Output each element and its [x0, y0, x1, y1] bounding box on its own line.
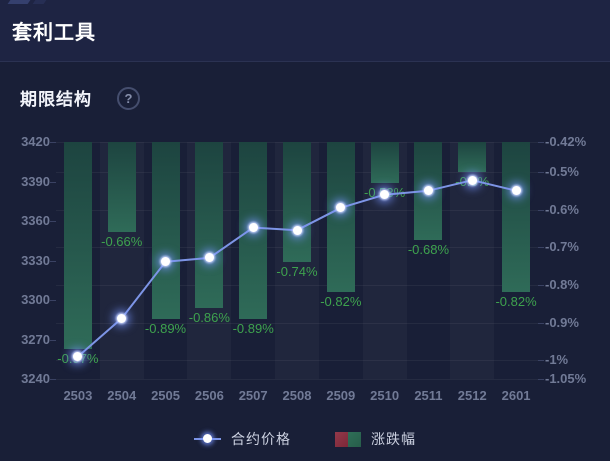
bar-2509[interactable] — [326, 142, 355, 293]
left-axis-tick-label: 3390 — [21, 173, 50, 189]
x-axis-label-2512: 2512 — [457, 388, 487, 403]
left-axis-tick — [50, 221, 56, 222]
legend-item-contract-price[interactable]: 合约价格 — [194, 429, 291, 449]
bar-value-label: -0.82% — [320, 294, 362, 310]
legend-label: 涨跌幅 — [371, 431, 416, 447]
right-axis-tick — [538, 285, 544, 286]
left-axis-tick-label: 3360 — [21, 213, 50, 228]
data-point-2512[interactable] — [467, 175, 477, 185]
data-point-2503[interactable] — [73, 352, 83, 362]
right-axis-tick — [538, 360, 544, 361]
x-axis-label-2601: 2601 — [501, 388, 531, 403]
left-axis-tick — [50, 379, 56, 380]
data-point-2504[interactable] — [117, 313, 127, 323]
right-axis-tick-label: -1% — [545, 352, 569, 368]
bar-value-label: -0.86% — [188, 309, 230, 325]
right-axis-tick-label: -0.5% — [545, 164, 579, 180]
left-axis-tick — [50, 261, 56, 262]
bar-series-marker-icon — [335, 431, 361, 447]
bar-2506[interactable] — [195, 142, 224, 308]
right-axis-tick-label: -0.7% — [545, 239, 579, 255]
gridline — [56, 285, 538, 286]
data-point-2505[interactable] — [161, 257, 171, 267]
right-axis-tick — [538, 323, 544, 324]
left-axis-tick-label: 3330 — [21, 252, 50, 268]
bar-2508[interactable] — [283, 142, 311, 263]
x-axis-label-2511: 2511 — [414, 388, 443, 403]
bar-value-label: -0.66% — [101, 234, 143, 250]
bar-2504[interactable] — [107, 142, 136, 233]
left-axis-tick-label: 3240 — [21, 371, 50, 386]
bar-value-label: -0.89% — [144, 320, 187, 336]
right-axis-tick — [538, 379, 544, 380]
contract-price-line — [77, 179, 517, 358]
left-axis-tick — [50, 142, 56, 143]
left-axis-tick — [50, 182, 56, 183]
line-series-marker-icon — [194, 434, 221, 443]
right-axis-tick — [538, 247, 544, 248]
bar-value-label: -0.89% — [232, 320, 274, 336]
page-header: 套利工具 — [0, 0, 610, 62]
right-axis-tick — [538, 210, 544, 211]
left-axis-tick — [50, 300, 56, 301]
gridline — [56, 360, 538, 361]
help-question-icon[interactable]: ? — [117, 87, 140, 110]
data-point-2506[interactable] — [204, 253, 214, 263]
term-structure-chart[interactable]: 3420 3390 3360 3330 3300 3270 3240 -0.42% -0.5% -… — [0, 120, 610, 420]
legend-label: 合约价格 — [231, 431, 291, 447]
bar-value-label: -0.68% — [407, 241, 450, 257]
bar-value-label: -0.82% — [495, 294, 537, 310]
right-axis-tick — [538, 172, 544, 173]
x-axis-label-2505: 2505 — [151, 388, 180, 403]
bar-2510[interactable] — [370, 142, 399, 184]
gridline — [56, 323, 538, 324]
data-point-2601[interactable] — [511, 186, 521, 196]
x-axis-label-2507: 2507 — [238, 388, 268, 403]
bar-2512[interactable] — [458, 142, 487, 173]
left-axis-tick-label: 3420 — [21, 134, 50, 149]
x-axis-label-2504: 2504 — [107, 388, 137, 403]
left-axis-tick-label: 3300 — [21, 292, 50, 307]
left-axis-tick-label: 3270 — [21, 331, 50, 347]
right-axis-tick-label: -1.05% — [545, 371, 587, 386]
chart-legend: 合约价格 涨跌幅 — [0, 428, 610, 450]
x-axis-label-2508: 2508 — [282, 388, 312, 403]
data-point-2511[interactable] — [423, 186, 433, 196]
x-axis-label-2510: 2510 — [370, 388, 400, 403]
right-axis-tick — [538, 142, 544, 143]
header-decoration-icon — [32, 0, 47, 4]
x-axis-label-2509: 2509 — [326, 388, 356, 403]
section-title-term-structure: 期限结构 — [20, 90, 92, 109]
legend-item-change-percent[interactable]: 涨跌幅 — [335, 429, 416, 449]
left-axis-tick — [50, 340, 56, 341]
data-point-2509[interactable] — [336, 203, 346, 213]
bar-2503[interactable] — [63, 142, 92, 349]
gridline — [56, 379, 538, 380]
x-axis-label-2506: 2506 — [194, 388, 224, 403]
right-axis-tick-label: -0.8% — [545, 276, 579, 292]
right-axis-tick-label: -0.42% — [545, 134, 587, 149]
bar-2601[interactable] — [502, 142, 531, 293]
page-title: 套利工具 — [12, 22, 96, 44]
data-point-2510[interactable] — [380, 190, 390, 200]
right-axis-tick-label: -0.6% — [545, 201, 579, 217]
header-divider — [0, 61, 610, 62]
right-axis-tick-label: -0.9% — [545, 314, 579, 330]
bar-2505[interactable] — [151, 142, 180, 319]
data-point-2507[interactable] — [248, 223, 258, 233]
x-axis-label-2503: 2503 — [63, 388, 93, 403]
bar-value-label: -0.74% — [276, 264, 318, 280]
header-decoration-icon — [7, 0, 31, 4]
data-point-2508[interactable] — [292, 225, 302, 235]
